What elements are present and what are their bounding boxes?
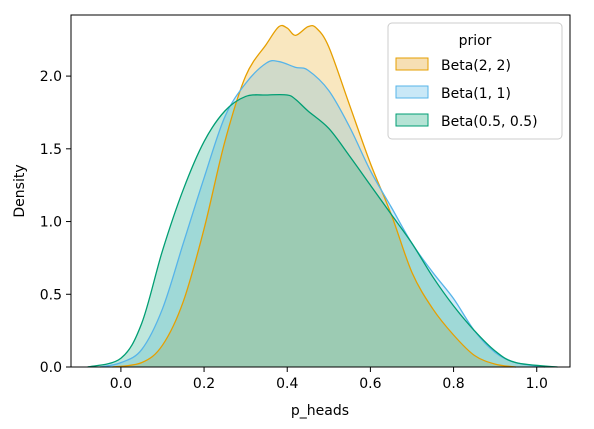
y-axis-label: Density [12, 164, 28, 217]
legend-label-beta-2-2: Beta(2, 2) [441, 58, 511, 74]
density-line-beta-2-2 [112, 24, 517, 368]
x-axis-label: p_heads [291, 403, 349, 419]
density-fill-beta-2-2 [112, 25, 516, 367]
legend-swatch-beta-0-5-0-5 [395, 113, 429, 127]
density-fill-beta-1-1 [100, 60, 546, 367]
y-tick-label: 0.5 [40, 287, 62, 303]
legend-label-beta-1-1: Beta(1, 1) [441, 86, 511, 102]
x-tick-label: 0.6 [359, 376, 381, 392]
y-axis-ticks: 0.0 0.5 1.0 1.5 2.0 [40, 69, 71, 376]
x-tick-label: 0.8 [442, 376, 464, 392]
y-tick-label: 1.5 [40, 142, 62, 158]
series-layer [87, 24, 558, 368]
legend-swatch-beta-1-1 [395, 85, 429, 99]
x-tick-label: 1.0 [526, 376, 548, 392]
plot-frame [70, 14, 571, 368]
legend-title: prior [459, 33, 492, 49]
y-tick-label: 0.0 [40, 360, 62, 376]
x-tick-label: 0.0 [110, 376, 132, 392]
y-tick-label: 2.0 [40, 69, 62, 85]
density-line-beta-0-5-0-5 [87, 93, 558, 368]
x-tick-label: 0.2 [193, 376, 215, 392]
x-axis-ticks: 0.0 0.2 0.4 0.6 0.8 1.0 [110, 367, 548, 392]
legend-label-beta-0-5-0-5: Beta(0.5, 0.5) [441, 114, 538, 130]
legend: prior Beta(2, 2) Beta(1, 1) Beta(0.5, 0.5) [387, 22, 563, 140]
legend-entries: Beta(2, 2) Beta(1, 1) Beta(0.5, 0.5) [395, 57, 538, 130]
y-tick-label: 1.0 [40, 215, 62, 231]
legend-box [387, 22, 563, 140]
density-line-beta-1-1 [99, 59, 546, 368]
x-tick-label: 0.4 [276, 376, 298, 392]
density-fill-beta-0-5-0-5 [87, 94, 558, 367]
legend-swatch-beta-2-2 [395, 57, 429, 71]
